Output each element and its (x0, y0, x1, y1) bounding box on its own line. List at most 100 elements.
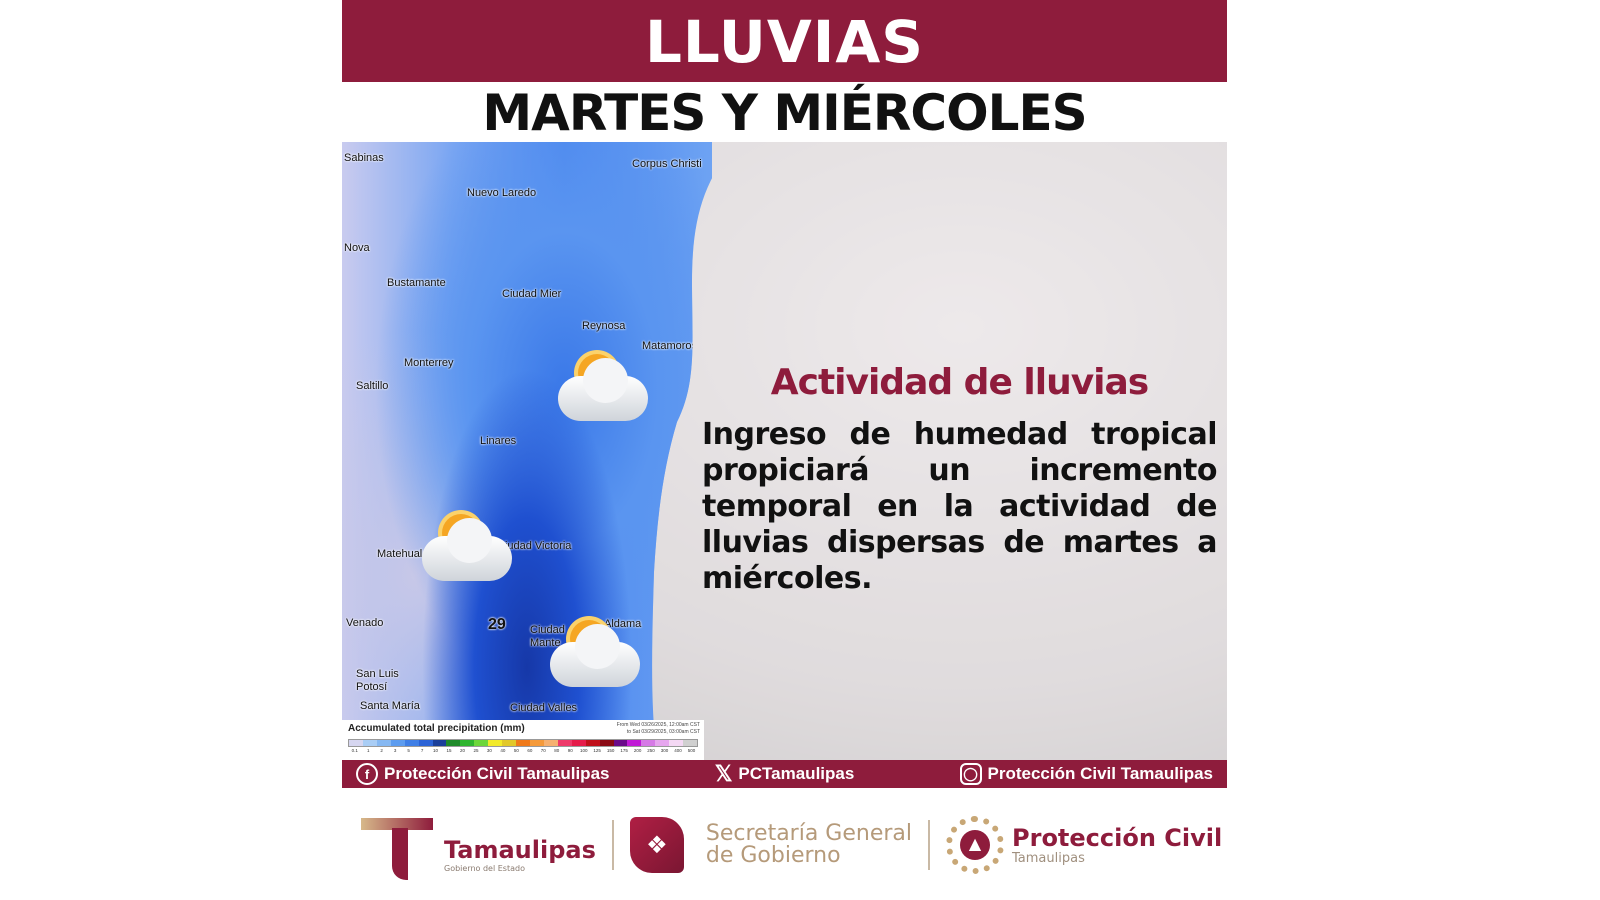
section-heading: Actividad de lluvias (770, 362, 1149, 403)
legend-range-to: to Sat 03/29/2025, 03:00am CST (626, 729, 700, 735)
social-label: PCTamaulipas (738, 764, 855, 783)
legend-swatch (362, 740, 377, 746)
facebook-icon: f (356, 763, 378, 785)
x-icon: 𝕏 (714, 761, 733, 786)
legend-tick: 100 (579, 748, 588, 753)
divider (611, 820, 614, 870)
partly-cloudy-rain-icon (558, 354, 653, 434)
legend-swatch (418, 740, 433, 746)
legend-tick: 40 (500, 748, 506, 753)
legend-tick: 60 (527, 748, 533, 753)
legend-swatch (488, 740, 503, 746)
social-instagram[interactable]: ◯ Protección Civil Tamaulipas (959, 763, 1213, 785)
legend-swatch (557, 740, 572, 746)
legend-tick: 400 (674, 748, 682, 753)
legend-swatch (390, 740, 405, 746)
legend-swatch (669, 740, 684, 746)
legend-tick: 10 (433, 748, 439, 753)
map-label: Matehuala (377, 548, 429, 560)
map-label: Linares (480, 435, 517, 447)
subtitle: MARTES Y MIÉRCOLES (482, 84, 1087, 142)
precipitation-legend: Accumulated total precipitation (mm) Fro… (342, 720, 704, 760)
map-label: Saltillo (356, 380, 389, 392)
legend-swatch (446, 740, 461, 746)
legend-tick: 25 (473, 748, 479, 753)
map-label: Bustamante (387, 277, 446, 289)
legend-range: From Wed 03/26/2025, 12:00am CST to Sat … (590, 722, 700, 736)
legend-tick: 175 (620, 748, 628, 753)
legend-swatch (404, 740, 419, 746)
proteccion-name: Protección Civil (1012, 823, 1223, 852)
legend-color-bar (348, 739, 698, 747)
social-label: Protección Civil Tamaulipas (384, 764, 610, 783)
legend-range-from: From Wed 03/26/2025, 12:00am CST (616, 722, 700, 728)
map-label: San Luis Potosí (356, 668, 399, 693)
legend-title: Accumulated total precipitation (mm) (348, 723, 525, 734)
map-label: Nuevo Laredo (467, 187, 537, 199)
legend-swatch (613, 740, 628, 746)
secretaria-line2: de Gobierno (705, 843, 841, 868)
social-x[interactable]: 𝕏 PCTamaulipas (715, 761, 855, 787)
legend-tick: 5 (407, 748, 410, 753)
tamaulipas-name: Tamaulipas (444, 835, 596, 864)
map-label: Ciudad Mante (530, 624, 565, 649)
legend-tick: 500 (687, 748, 696, 753)
legend-tick: 15 (446, 748, 452, 753)
proteccion-civil-emblem: ▲ (946, 816, 1005, 874)
partly-cloudy-rain-icon (550, 620, 645, 700)
instagram-icon: ◯ (959, 763, 982, 785)
divider (928, 820, 931, 870)
map-label: Monterrey (404, 357, 454, 369)
legend-swatch (502, 740, 517, 746)
map-label: Ciudad Mier (502, 288, 562, 300)
legend-tick: 1 (366, 748, 370, 753)
legend-tick: 3 (393, 748, 397, 753)
map-label: Reynosa (582, 320, 626, 332)
text-panel: Actividad de lluvias Ingreso de humedad … (702, 362, 1218, 597)
legend-tick: 50 (513, 748, 519, 753)
infographic: LLUVIAS MARTES Y MIÉRCOLES Sabinas Nuevo… (342, 0, 1227, 900)
legend-swatch (585, 740, 600, 746)
proteccion-civil-logo: ▲ Protección Civil Tamaulipas (946, 816, 1222, 874)
legend-swatch (474, 740, 489, 746)
legend-swatch (376, 740, 391, 746)
secretaria-logo: ❖ Secretaría General de Gobierno (629, 817, 913, 873)
legend-swatch (460, 740, 475, 746)
partly-cloudy-rain-icon (422, 514, 517, 594)
legend-tick: 125 (593, 748, 601, 753)
legend-tick: 0.1 (351, 748, 358, 753)
tamaulipas-sub: Gobierno del Estado (444, 863, 525, 873)
legend-swatch (349, 740, 363, 746)
legend-tick: 250 (647, 748, 655, 753)
legend-tick: 300 (660, 748, 669, 753)
legend-tick: 200 (633, 748, 642, 753)
precipitation-map: Sabinas Nuevo Laredo Corpus Christi Nova… (342, 142, 712, 760)
legend-swatch (655, 740, 670, 746)
legend-swatch (543, 740, 558, 746)
legend-swatch (432, 740, 447, 746)
legend-swatch (599, 740, 614, 746)
secretaria-line1: Secretaría General (705, 821, 913, 846)
legend-swatch (529, 740, 544, 746)
legend-tick: 70 (540, 748, 546, 753)
legend-swatch (571, 740, 586, 746)
map-label: Ciudad Valles (510, 702, 578, 714)
tamaulipas-logo: Tamaulipas Gobierno del Estado (356, 810, 596, 880)
legend-swatch (516, 740, 530, 746)
forecast-text: Ingreso de humedad tropical propiciará u… (702, 417, 1218, 596)
title-banner: LLUVIAS (342, 0, 1227, 82)
legend-tick: 90 (567, 748, 573, 753)
map-label: Matamoros (642, 340, 698, 352)
legend-tick: 30 (486, 748, 492, 753)
legend-tick: 20 (459, 748, 465, 753)
social-facebook[interactable]: f Protección Civil Tamaulipas (356, 763, 609, 785)
tamaulipas-t-emblem (356, 810, 436, 880)
legend-ticks: 0.1 1 2 3 5 7 10 15 20 25 30 40 50 60 70 80 90 100 125 150 1… (348, 748, 698, 753)
proteccion-sub: Tamaulipas (1012, 850, 1085, 866)
legend-tick: 150 (606, 748, 615, 753)
map-label: Venado (346, 617, 384, 629)
social-bar: f Protección Civil Tamaulipas 𝕏 PCTamaulip… (342, 760, 1227, 788)
map-label: 29 (488, 616, 506, 633)
map-label: Aldama (604, 618, 642, 630)
legend-tick: 7 (420, 748, 424, 753)
